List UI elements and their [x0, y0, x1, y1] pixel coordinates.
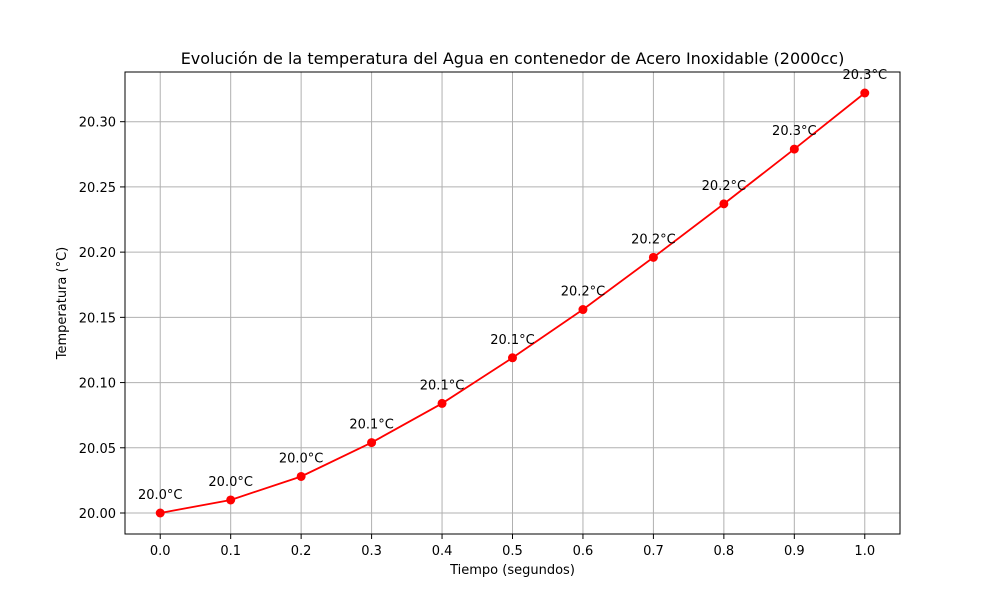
y-tick-label: 20.25	[79, 181, 116, 196]
data-point	[437, 398, 447, 408]
data-label: 20.0°C	[279, 451, 324, 466]
x-tick-label: 0.4	[432, 544, 453, 559]
data-labels: 20.0°C 20.0°C 20.0°C 20.1°C 20.1°C 20.1°C 20.2…	[138, 68, 887, 503]
x-tick-label: 0.0	[150, 544, 171, 559]
x-tick-label: 1.0	[854, 544, 875, 559]
data-point	[860, 88, 870, 98]
data-point	[296, 471, 306, 481]
y-tick-label: 20.00	[79, 507, 116, 522]
x-tick-label: 0.9	[784, 544, 805, 559]
data-point	[719, 199, 729, 209]
series-temperature	[155, 88, 870, 518]
y-tick-label: 20.10	[79, 377, 116, 392]
x-tick-label: 0.8	[714, 544, 735, 559]
data-label: 20.1°C	[490, 333, 535, 348]
data-label: 20.1°C	[349, 418, 394, 433]
data-label: 20.2°C	[631, 232, 676, 247]
data-point	[226, 495, 236, 505]
x-tick-label: 0.5	[502, 544, 523, 559]
y-axis-label: Temperatura (°C)	[55, 247, 70, 360]
x-tick-label: 0.6	[573, 544, 594, 559]
plot-frame	[124, 71, 901, 535]
y-tick-label: 20.05	[79, 442, 116, 457]
x-tick-label: 0.7	[643, 544, 664, 559]
data-point	[648, 252, 658, 262]
data-label: 20.3°C	[772, 124, 817, 139]
data-label: 20.0°C	[138, 488, 183, 503]
axes: 0.0 0.1 0.2 0.3 0.4 0.5 0.6 0.7 0.8 0.9 1.0 20.00 20…	[79, 71, 901, 559]
data-label: 20.0°C	[208, 475, 253, 490]
data-label: 20.1°C	[420, 378, 465, 393]
data-point	[367, 438, 377, 448]
y-tick-label: 20.15	[79, 311, 116, 326]
y-tick-label: 20.20	[79, 246, 116, 261]
x-tick-label: 0.2	[291, 544, 312, 559]
x-tick-label: 0.3	[361, 544, 382, 559]
data-point	[508, 353, 517, 363]
chart-title: Evolución de la temperatura del Agua en …	[181, 49, 845, 68]
data-point	[578, 305, 588, 315]
y-tick-label: 20.30	[79, 116, 116, 131]
data-label: 20.2°C	[561, 285, 606, 300]
data-label: 20.3°C	[843, 68, 888, 83]
grid	[125, 72, 900, 534]
data-label: 20.2°C	[702, 179, 747, 194]
x-tick-label: 0.1	[220, 544, 241, 559]
data-point	[155, 508, 165, 518]
data-point	[789, 144, 799, 154]
x-axis-label: Tiempo (segundos)	[449, 563, 575, 578]
